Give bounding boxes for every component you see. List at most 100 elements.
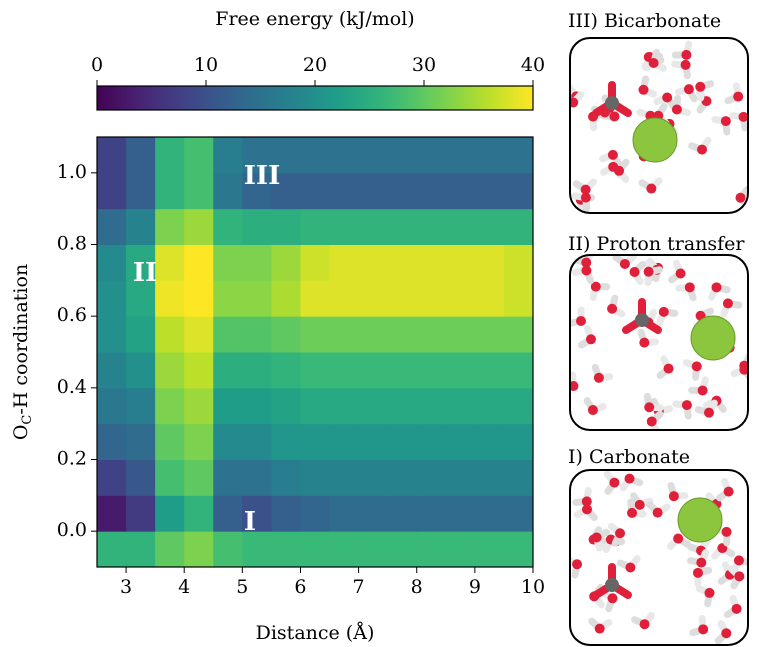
heatmap-cell [97,495,127,532]
heatmap-cell [242,352,272,389]
heatmap-cell [97,459,127,496]
heatmap-cell [155,280,185,317]
carbon [605,578,619,592]
heatmap-cell [155,316,185,353]
y-tick-label: 0.2 [57,448,87,470]
heatmap-cell [184,423,214,460]
oxygen [587,405,598,416]
oxygen [581,496,592,507]
heatmap-cell [474,495,505,532]
heatmap-cell [329,172,360,210]
heatmap-cell [213,172,243,210]
heatmap-cell [126,280,156,317]
heatmap-cell [474,423,505,460]
oxygen [738,111,748,122]
heatmap-cell [474,244,505,281]
oxygen [681,400,692,411]
heatmap-cell [474,531,505,568]
heatmap-cell [242,495,272,532]
heatmap-cell [387,459,418,496]
heatmap-cell [445,531,476,568]
heatmap-cell [242,387,272,425]
heatmap-cell [97,280,127,317]
oxygen [675,268,686,279]
y-axis-label: OC-H coordination [10,264,35,440]
heatmap-cell [416,495,447,532]
heatmap-cell [155,352,185,389]
heatmap-cell [329,208,360,245]
x-tick-label: 9 [469,576,481,598]
y-label-rest: -H coordination [10,264,32,415]
molecules [570,38,748,213]
heatmap-cell [97,172,127,210]
oxygen [696,557,707,568]
oxygen [614,165,625,176]
heatmap-cell [358,495,389,532]
oxygen [722,298,733,309]
heatmap-cell [271,244,301,281]
heatmap-cell [271,531,301,568]
heatmap-cell [300,244,331,281]
heatmap-cell [503,352,534,389]
y-tick-label: 1.0 [57,161,87,183]
heatmap-cell [213,244,243,281]
oxygen [692,567,703,578]
heatmap-cell [474,280,505,317]
heatmap-cell [445,459,476,496]
oxygen [594,623,605,634]
ion [690,315,736,361]
y-tick-label: 0.8 [57,233,87,255]
heatmap-cell [300,387,331,425]
heatmap-cell [358,352,389,389]
heatmap-cell [155,137,185,174]
heatmap-cell [416,280,447,317]
heatmap-cell [126,531,156,568]
heatmap-cell [213,280,243,317]
y-label-sub: C [20,415,35,425]
heatmap-cell [184,495,214,532]
heatmap-cell [387,352,418,389]
heatmap-cell [242,137,272,174]
heatmap-cell [155,531,185,568]
heatmap-cell [155,244,185,281]
oxygen [733,555,744,566]
heatmap-cell [300,423,331,460]
heatmap-cell [271,352,301,389]
oxygen [580,192,591,203]
oxygen [663,363,674,374]
heatmap-cell [329,316,360,353]
heatmap-cell [271,316,301,353]
oxygen [681,49,692,60]
heatmap-cell [358,208,389,245]
oxygen [585,334,596,345]
oxygen [720,116,731,127]
oxygen [658,306,669,317]
heatmap-cell [126,208,156,245]
heatmap-cell [300,495,331,532]
x-tick-label: 5 [236,576,248,598]
heatmap-cell [97,387,127,425]
heatmap-cell [126,172,156,210]
heatmap-cell [184,172,214,210]
oxygen [733,91,744,102]
heatmap-cell [97,137,127,174]
heatmap-cell [387,316,418,353]
heatmap-cell [242,531,272,568]
heatmap-cell [300,208,331,245]
heatmap-cell [242,316,272,353]
snapshot [569,254,749,431]
oxygen [609,477,620,488]
oxygen [698,624,709,635]
heatmap-cell [329,423,360,460]
heatmap-cell [358,172,389,210]
x-tick-label: 8 [411,576,423,598]
heatmap-cell [126,316,156,353]
heatmap-cell [474,459,505,496]
heatmap-cell [474,352,505,389]
heatmap-cell [445,137,476,174]
oxygen [591,532,602,543]
oxygen [607,593,618,604]
oxygen [629,266,640,277]
heatmap-cell [329,531,360,568]
heatmap-cell [184,137,214,174]
